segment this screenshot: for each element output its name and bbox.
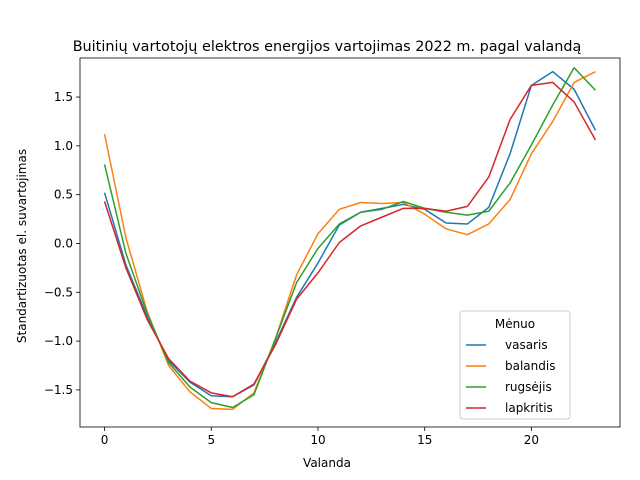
y-tick-label: −0.5	[44, 285, 73, 299]
x-tick-label: 0	[101, 433, 109, 447]
series-line-2	[103, 67, 596, 409]
legend-label-3: lapkritis	[505, 401, 553, 415]
y-tick-label: 0.0	[54, 236, 73, 250]
series-line-3	[103, 81, 597, 398]
chart-title: Buitinių vartotojų elektros energijos va…	[73, 39, 582, 55]
x-tick-label: 5	[207, 433, 215, 447]
x-tick-label: 10	[310, 433, 325, 447]
y-tick-label: 1.0	[54, 139, 73, 153]
y-tick-label: −1.5	[44, 383, 73, 397]
x-tick-label: 15	[417, 433, 432, 447]
plot-area: 0 5 10 15 20 −1.5 −1.0 −0.5 0.0 0.5 1.0 1.5	[44, 57, 621, 447]
x-axis-title: Valanda	[303, 456, 351, 470]
legend-label-0: vasaris	[505, 338, 548, 352]
legend-box	[459, 310, 571, 420]
series-line-1	[103, 70, 596, 411]
x-tick-label: 20	[524, 433, 539, 447]
y-tick-label: 1.5	[54, 90, 73, 104]
legend-title: Mėnuo	[495, 317, 535, 331]
y-tick-label: −1.0	[44, 334, 73, 348]
legend-label-2: rugsėjis	[505, 380, 552, 394]
legend-label-1: balandis	[505, 359, 555, 373]
plot-frame	[79, 57, 621, 428]
y-axis-title: Standartizuotas el. suvartojimas	[15, 149, 29, 343]
y-tick-label: 0.5	[54, 188, 73, 202]
legend: Mėnuo vasaris balandis rugsėjis lapkritis	[459, 310, 571, 420]
